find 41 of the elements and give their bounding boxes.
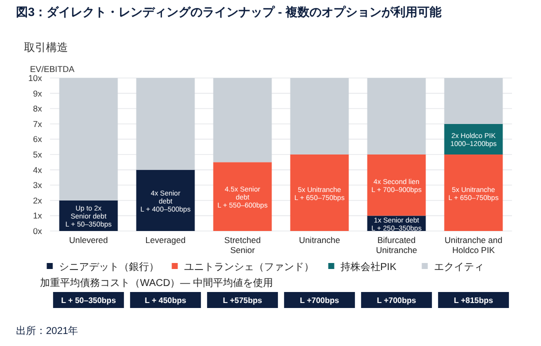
- wacd: L +815bps: [438, 292, 509, 308]
- x-tick-label: Unlevered: [69, 235, 108, 245]
- y-tick-label: 3x: [33, 180, 43, 190]
- legend-label: エクイティ: [434, 262, 484, 273]
- wacd: L +700bps: [284, 292, 355, 308]
- y-tick-label: 6x: [33, 134, 43, 144]
- legend-label: 持株会社PIK: [340, 261, 397, 273]
- y-tick-label: 2x: [33, 195, 43, 206]
- y-tick-label: 9x: [33, 88, 43, 98]
- y-tick-label: 4x: [33, 164, 43, 175]
- wacd: L +700bps: [361, 292, 432, 308]
- wacd: L + 50–350bps: [53, 292, 124, 308]
- x-tick-label: Leveraged: [145, 235, 186, 245]
- chart-subtitle: 取引構造: [24, 41, 68, 54]
- bar: [136, 78, 195, 170]
- bar: [213, 162, 272, 231]
- text: 出所：2021年: [16, 325, 78, 337]
- y-tick-label: 0x: [33, 226, 43, 236]
- x-tick-label: Unitranche: [298, 235, 340, 245]
- bar: [367, 78, 426, 154]
- bar: [367, 154, 426, 216]
- bar: [290, 78, 349, 154]
- y-tick-label: 1x: [33, 210, 43, 221]
- x-tick-label: Bifurcated Unitranche: [376, 235, 418, 255]
- bar: [213, 78, 272, 162]
- wacd: L + 450bps: [130, 292, 201, 308]
- y-tick-label: 10x: [28, 73, 43, 83]
- legend-label: シニアデット（銀行）: [58, 262, 159, 273]
- y-tick-label: 8x: [33, 104, 43, 114]
- text: 加重平均債務コスト（WACD）— 中間平均値を使用: [40, 277, 273, 289]
- x-tick-label: Unitranche and Holdco PIK: [444, 235, 503, 255]
- bar: [136, 170, 195, 231]
- x-tick-label: Stretched Senior: [224, 235, 261, 255]
- wacd: L +575bps: [207, 292, 278, 308]
- legend-label: ユニトランシェ（ファンド）: [184, 262, 314, 273]
- chart-title: 図3：ダイレクト・レンディングのラインナップ - 複数のオプションが利用可能: [16, 5, 442, 19]
- y-axis-title: EV/EBITDA: [30, 64, 75, 74]
- y-tick-label: 5x: [33, 150, 43, 160]
- bar: [290, 154, 349, 231]
- y-tick-label: 7x: [33, 118, 43, 129]
- bar: [59, 78, 118, 200]
